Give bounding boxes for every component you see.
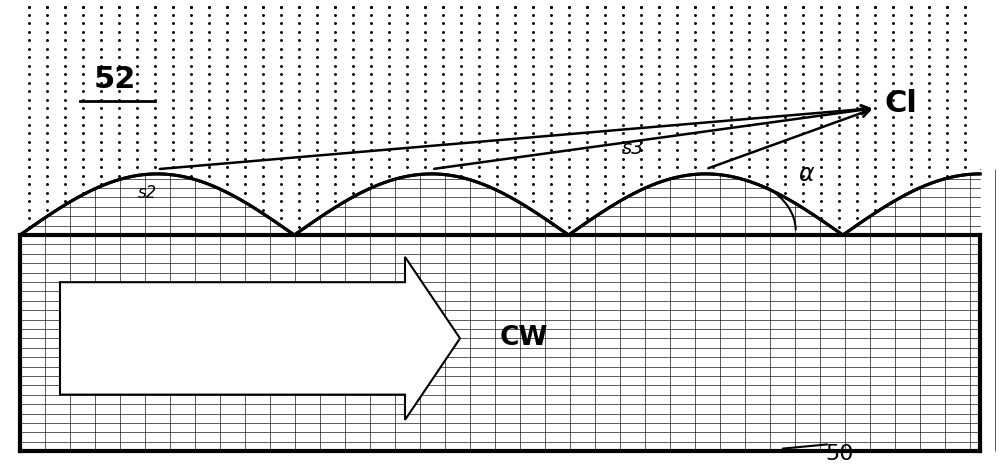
Polygon shape (20, 9, 980, 235)
Polygon shape (20, 9, 980, 235)
Text: α: α (798, 162, 814, 186)
Text: CW: CW (500, 325, 548, 352)
Text: 50: 50 (826, 444, 854, 463)
Text: s3: s3 (622, 139, 644, 157)
FancyArrow shape (60, 257, 460, 420)
Polygon shape (20, 174, 980, 451)
Text: 52: 52 (94, 65, 136, 94)
Text: Cl: Cl (885, 89, 918, 118)
Text: s2: s2 (138, 184, 157, 202)
